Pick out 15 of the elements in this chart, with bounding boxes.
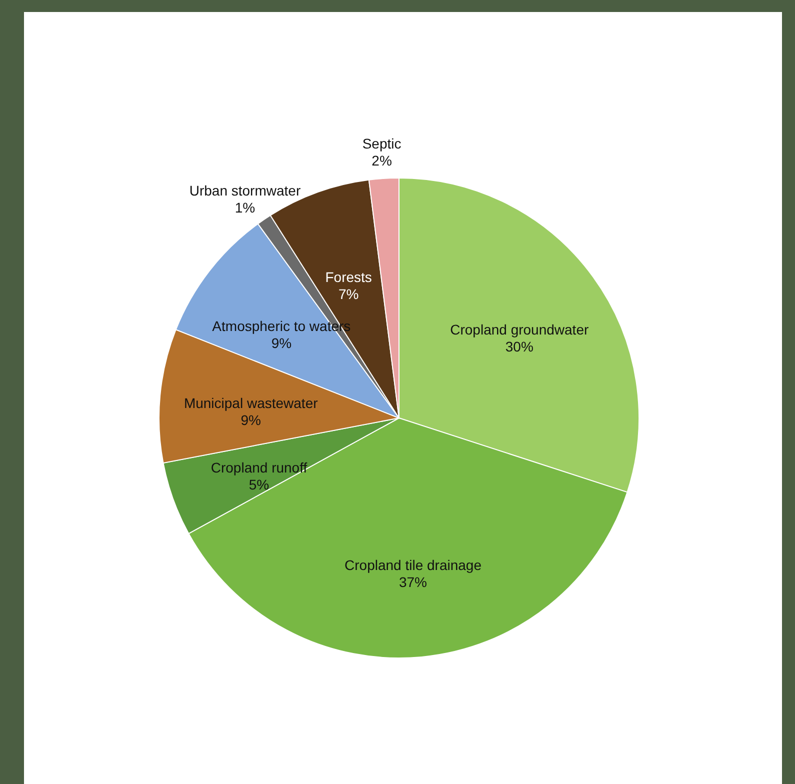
data-label: 9%	[240, 412, 261, 428]
data-label: 30%	[505, 338, 534, 355]
data-label: 37%	[398, 574, 428, 590]
data-label: 7%	[338, 286, 359, 302]
data-label: 2%	[372, 152, 392, 169]
slice-label: Municipal wastewater	[184, 394, 318, 411]
data-label: 1%	[234, 199, 256, 216]
slice-label: Cropland groundwater	[450, 322, 589, 338]
data-label: 9%	[271, 334, 292, 351]
slice-label: Cropland runoff	[210, 459, 308, 476]
data-label: 5%	[248, 476, 270, 492]
slice-label: Forests	[325, 268, 372, 285]
slice-label: Cropland tile drainage	[344, 557, 482, 574]
slice-label: Urban stormwater	[189, 182, 301, 198]
slice-label: Septic	[362, 136, 402, 152]
